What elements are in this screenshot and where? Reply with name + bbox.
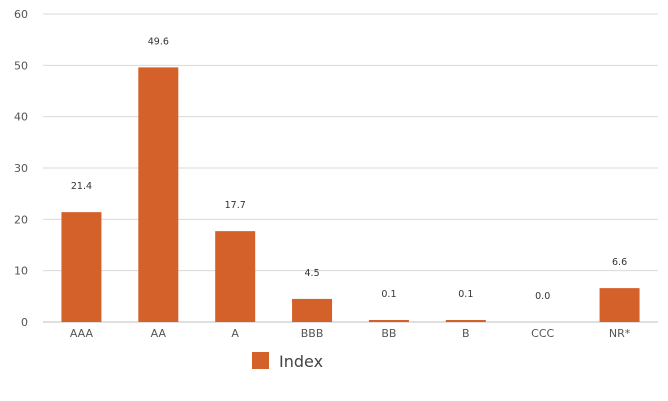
bar-nr xyxy=(599,288,640,322)
x-tick-label: NR* xyxy=(609,327,631,340)
y-tick-label: 0 xyxy=(21,316,28,329)
data-label: 6.6 xyxy=(612,257,627,268)
x-tick-label: A xyxy=(231,327,239,340)
bar-a xyxy=(215,231,256,322)
y-axis-ticks: 0 10 20 30 40 50 60 xyxy=(14,8,28,329)
bars xyxy=(61,67,640,323)
legend-label: Index xyxy=(279,352,323,371)
data-label: 0.1 xyxy=(458,289,473,300)
x-tick-label: BB xyxy=(381,327,396,340)
gridlines xyxy=(43,13,658,323)
bar-aa xyxy=(138,67,179,323)
y-tick-label: 10 xyxy=(14,265,28,278)
data-label: 17.7 xyxy=(225,200,246,211)
data-labels: 21.4 49.6 17.7 4.5 0.1 0.1 0.0 6.6 xyxy=(71,36,627,302)
y-tick-label: 60 xyxy=(14,8,28,21)
x-axis-ticks: AAA AA A BBB BB B CCC NR* xyxy=(70,327,631,340)
data-label: 0.1 xyxy=(381,289,396,300)
data-label: 21.4 xyxy=(71,181,92,192)
bar-b xyxy=(445,320,486,322)
y-tick-label: 50 xyxy=(14,59,28,72)
bar-aaa xyxy=(61,212,102,322)
data-label: 4.5 xyxy=(305,268,320,279)
y-tick-label: 20 xyxy=(14,213,28,226)
y-tick-label: 40 xyxy=(14,111,28,124)
x-tick-label: B xyxy=(462,327,470,340)
legend-swatch xyxy=(252,352,269,369)
legend: Index xyxy=(252,352,323,371)
x-tick-label: AAA xyxy=(70,327,94,340)
x-tick-label: AA xyxy=(151,327,167,340)
data-label: 49.6 xyxy=(148,36,169,47)
bar-bbb xyxy=(292,298,333,322)
y-tick-label: 30 xyxy=(14,162,28,175)
data-label: 0.0 xyxy=(535,291,550,302)
bar-bb xyxy=(368,320,409,322)
x-tick-label: BBB xyxy=(301,327,324,340)
x-tick-label: CCC xyxy=(531,327,554,340)
